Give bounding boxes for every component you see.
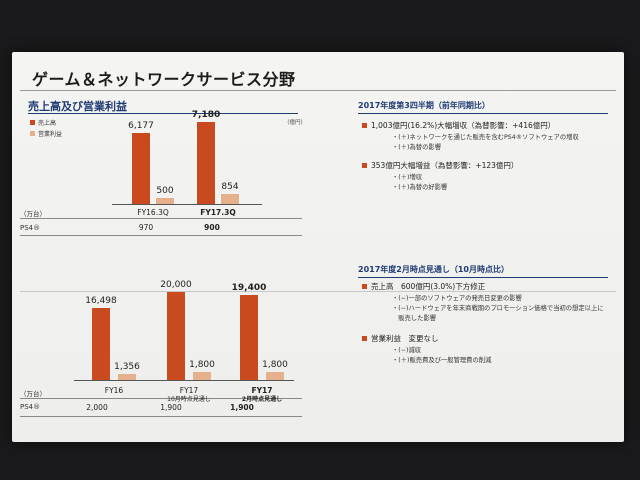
right-bottom-sub: ・(−)一部のソフトウェアの発売日変更の影響 xyxy=(392,295,522,302)
right-top-item: 1,003億円(16.2%)大幅増収（為替影響：+416億円） xyxy=(362,120,555,131)
right-top-sub: ・(＋)増収 xyxy=(392,174,423,181)
right-bottom-sub: 販売した影響 xyxy=(392,315,437,322)
category-label: FY16 xyxy=(104,386,124,395)
table-top-unit: （万台） xyxy=(20,210,46,218)
data-label: 6,177 xyxy=(128,121,154,132)
table-top-value: 970 xyxy=(138,223,154,232)
table-top-value: 900 xyxy=(204,223,220,232)
table-bottom-value: 2,000 xyxy=(86,403,108,412)
legend-label-sales: 売上高 xyxy=(38,120,57,127)
data-label: 19,400 xyxy=(231,283,267,293)
bar-profit xyxy=(118,374,136,380)
section-title-sales-profit: 売上高及び営業利益 xyxy=(28,100,127,113)
bullet-square xyxy=(362,123,367,128)
right-bottom-sub: ・(＋)販売費及び一般管理費の削減 xyxy=(392,357,492,364)
bullet-square xyxy=(362,284,367,289)
right-bottom-heading: 2017年度2月時点見通し（10月時点比） xyxy=(358,265,509,274)
right-bottom-sub: ・(−)減収 xyxy=(392,347,422,354)
right-top-item-text: 1,003億円(16.2%)大幅増収（為替影響：+416億円） xyxy=(371,121,556,130)
right-top-sub: ・(＋)為替の影響 xyxy=(392,144,441,151)
data-label: 854 xyxy=(221,182,239,193)
category-label: FY16.3Q xyxy=(137,208,169,217)
bar-sales xyxy=(197,121,215,204)
data-label: 7,180 xyxy=(191,109,221,120)
right-top-item: 353億円大幅増益（為替影響：+123億円） xyxy=(362,160,518,171)
slide-title: ゲーム＆ネットワークサービス分野 xyxy=(32,70,296,89)
bar-sales xyxy=(132,133,150,204)
title-rule xyxy=(20,90,616,91)
chart-top-baseline xyxy=(112,204,262,205)
bar-profit xyxy=(193,372,211,380)
table-bottom-row-label: PS4® xyxy=(20,403,41,411)
data-label: 1,800 xyxy=(262,360,288,371)
right-top-item-text: 353億円大幅増益（為替影響：+123億円） xyxy=(371,161,519,170)
bar-profit xyxy=(266,372,284,380)
bar-profit xyxy=(156,198,174,204)
legend-item-profit: 営業利益 xyxy=(30,129,62,138)
bar-sales xyxy=(240,295,258,380)
right-bottom-item-text: 売上高 600億円(3.0%)下方修正 xyxy=(371,282,486,291)
category-sublabel: 2月時点見通し xyxy=(241,396,283,403)
section-rule xyxy=(28,113,298,114)
table-bottom-rule-2 xyxy=(20,416,302,417)
data-label: 20,000 xyxy=(160,280,192,291)
table-top-rule-1 xyxy=(20,218,302,219)
bar-profit xyxy=(221,194,239,204)
right-top-heading: 2017年度第3四半期（前年同期比） xyxy=(358,101,490,110)
right-top-rule xyxy=(358,113,608,114)
right-bottom-rule xyxy=(358,277,608,278)
table-top-rule-2 xyxy=(20,235,302,236)
bar-sales xyxy=(167,292,185,380)
category-label: FY17 xyxy=(251,386,273,395)
chart-legend: 売上高 営業利益 xyxy=(30,118,62,140)
category-sublabel: 10月時点見通し xyxy=(167,396,211,403)
category-label: FY17 xyxy=(179,386,199,395)
table-bottom-rule-1 xyxy=(20,398,302,399)
legend-swatch-profit xyxy=(30,131,35,136)
data-label: 16,498 xyxy=(85,295,117,306)
legend-item-sales: 売上高 xyxy=(30,118,62,127)
right-top-sub: ・(＋)為替の好影響 xyxy=(392,184,448,191)
section-divider xyxy=(20,291,616,292)
bar-sales xyxy=(92,307,110,380)
table-bottom-value: 1,900 xyxy=(160,403,182,412)
data-label: 1,356 xyxy=(114,362,140,373)
right-bottom-item: 営業利益 変更なし xyxy=(362,333,439,344)
data-label: 500 xyxy=(156,186,174,197)
legend-swatch-sales xyxy=(30,120,35,125)
category-label: FY17.3Q xyxy=(200,208,236,217)
unit-label: （億円） xyxy=(284,120,307,126)
bullet-square xyxy=(362,163,367,168)
chart-bottom-baseline xyxy=(74,380,294,381)
presentation-slide: ゲーム＆ネットワークサービス分野 売上高及び営業利益 売上高 営業利益 （億円）… xyxy=(12,52,624,442)
table-bottom-unit: （万台） xyxy=(20,390,46,398)
data-label: 1,800 xyxy=(189,360,215,371)
right-bottom-item: 売上高 600億円(3.0%)下方修正 xyxy=(362,281,485,292)
right-bottom-item-text: 営業利益 変更なし xyxy=(371,334,439,343)
legend-label-profit: 営業利益 xyxy=(38,131,63,138)
right-bottom-sub: ・(−)ハードウェアを年末商戦期のプロモーション価格で当初の想定以上に xyxy=(392,305,604,312)
bullet-square xyxy=(362,336,367,341)
table-bottom-value: 1,900 xyxy=(230,403,254,412)
table-top-row-label: PS4® xyxy=(20,224,41,232)
right-top-sub: ・(＋)ネットワークを通じた販売を含むPS4®ソフトウェアの増収 xyxy=(392,134,579,141)
